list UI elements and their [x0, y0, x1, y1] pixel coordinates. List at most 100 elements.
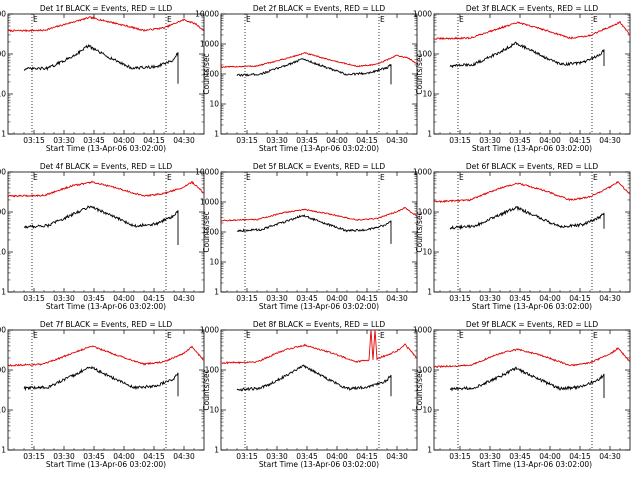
y-tick-label: 100	[418, 366, 433, 375]
plot-frame	[7, 171, 205, 293]
y-tick-label: 10000	[195, 168, 219, 177]
y-tick-label: 1	[427, 130, 432, 139]
x-tick-label: 04:30	[386, 452, 408, 461]
x-tick-label: 04:15	[143, 452, 165, 461]
x-tick-label: 04:30	[173, 294, 195, 303]
event-marker-label: E	[246, 331, 251, 340]
x-tick-label: 03:45	[296, 294, 318, 303]
y-tick-label: 10	[0, 406, 6, 415]
x-tick-label: 04:30	[386, 294, 408, 303]
y-tick-label: 1	[214, 130, 219, 139]
x-tick-label: 03:30	[53, 452, 75, 461]
y-axis-label: Counts/sec	[415, 53, 424, 94]
panel-7: Det 7f BLACK = Events, RED = LLD 1 10 100 10…	[0, 320, 205, 469]
x-tick-label: 03:15	[23, 294, 45, 303]
x-axis-label: Start Time (13-Apr-06 03:02:00)	[259, 302, 379, 311]
panel-title: Det 2f BLACK = Events, RED = LLD	[253, 4, 386, 13]
y-tick-label: 100	[418, 208, 433, 217]
y-tick-label: 10	[422, 248, 432, 257]
event-marker-label: E	[380, 15, 385, 24]
event-marker-label: E	[459, 331, 464, 340]
event-marker-label: E	[167, 173, 172, 182]
x-tick-label: 04:15	[356, 452, 378, 461]
lld-series-line	[220, 51, 418, 69]
x-tick-label: 03:45	[296, 452, 318, 461]
x-tick-label: 03:15	[236, 136, 258, 145]
panel-6: Det 6f BLACK = Events, RED = LLD 1 10 100 10…	[413, 162, 631, 311]
event-marker-label: E	[33, 15, 38, 24]
y-tick-label: 1000	[413, 168, 432, 177]
y-tick-label: 1000	[0, 326, 6, 335]
x-axis-label: Start Time (13-Apr-06 03:02:00)	[46, 302, 166, 311]
y-tick-label: 1	[214, 446, 219, 455]
panel-title: Det 3f BLACK = Events, RED = LLD	[466, 4, 599, 13]
x-tick-label: 04:00	[326, 452, 348, 461]
x-tick-label: 04:30	[173, 136, 195, 145]
plot-frame	[433, 329, 631, 451]
x-tick-label: 03:15	[449, 294, 471, 303]
y-tick-label: 10	[209, 100, 219, 109]
event-marker-label: E	[459, 173, 464, 182]
x-tick-label: 03:45	[509, 294, 531, 303]
lld-series-line	[7, 180, 205, 198]
x-tick-label: 04:30	[599, 136, 621, 145]
y-axis-label: Counts/sec	[202, 369, 211, 410]
y-tick-label: 1	[1, 130, 6, 139]
panel-title: Det 1f BLACK = Events, RED = LLD	[40, 4, 173, 13]
x-axis-label: Start Time (13-Apr-06 03:02:00)	[472, 460, 592, 469]
event-marker-label: E	[167, 15, 172, 24]
y-axis-label: Counts/sec	[415, 211, 424, 252]
event-marker-label: E	[593, 15, 598, 24]
plot-frame	[7, 329, 205, 451]
y-tick-label: 1000	[200, 40, 219, 49]
plot-frame	[220, 13, 418, 135]
x-tick-label: 03:15	[23, 452, 45, 461]
x-axis-label: Start Time (13-Apr-06 03:02:00)	[472, 302, 592, 311]
y-tick-label: 1000	[413, 10, 432, 19]
x-tick-label: 03:45	[296, 136, 318, 145]
event-marker-label: E	[593, 173, 598, 182]
event-marker-label: E	[380, 331, 385, 340]
x-tick-label: 04:15	[356, 136, 378, 145]
event-marker-label: E	[33, 173, 38, 182]
y-tick-label: 100	[205, 70, 220, 79]
panel-3: Det 3f BLACK = Events, RED = LLD 1 10 100 10…	[413, 4, 631, 153]
y-tick-label: 1	[1, 446, 6, 455]
y-tick-label: 1000	[0, 10, 6, 19]
x-axis-label: Start Time (13-Apr-06 03:02:00)	[259, 144, 379, 153]
y-tick-label: 100	[0, 50, 6, 59]
x-tick-label: 03:30	[266, 136, 288, 145]
panel-8: Det 8f BLACK = Events, RED = LLD 1 10 100 10…	[200, 320, 418, 469]
lld-series-line	[220, 329, 418, 365]
y-tick-label: 100	[0, 366, 6, 375]
y-tick-label: 100	[205, 366, 220, 375]
plot-frame	[220, 329, 418, 451]
x-tick-label: 03:30	[53, 294, 75, 303]
panel-title: Det 7f BLACK = Events, RED = LLD	[40, 320, 173, 329]
y-tick-label: 1000	[413, 326, 432, 335]
y-tick-label: 10000	[195, 10, 219, 19]
events-series-line	[23, 365, 179, 397]
panel-title: Det 5f BLACK = Events, RED = LLD	[253, 162, 386, 171]
panel-title: Det 4f BLACK = Events, RED = LLD	[40, 162, 173, 171]
events-series-line	[23, 43, 179, 84]
x-tick-label: 03:30	[53, 136, 75, 145]
x-tick-label: 04:00	[539, 294, 561, 303]
x-tick-label: 04:15	[569, 136, 591, 145]
lld-series-line	[7, 345, 205, 367]
x-tick-label: 03:30	[479, 452, 501, 461]
y-tick-label: 10	[422, 90, 432, 99]
y-tick-label: 10	[422, 406, 432, 415]
y-tick-label: 10	[209, 258, 219, 267]
events-series-line	[236, 364, 392, 397]
x-tick-label: 03:30	[479, 136, 501, 145]
x-tick-label: 03:15	[236, 294, 258, 303]
x-tick-label: 03:15	[236, 452, 258, 461]
lld-series-line	[220, 206, 418, 222]
y-tick-label: 10	[209, 406, 219, 415]
panel-5: Det 5f BLACK = Events, RED = LLD 1 10 100 10…	[195, 162, 418, 311]
events-series-line	[236, 214, 392, 244]
x-tick-label: 04:15	[569, 452, 591, 461]
x-tick-label: 04:15	[143, 136, 165, 145]
event-marker-label: E	[246, 15, 251, 24]
